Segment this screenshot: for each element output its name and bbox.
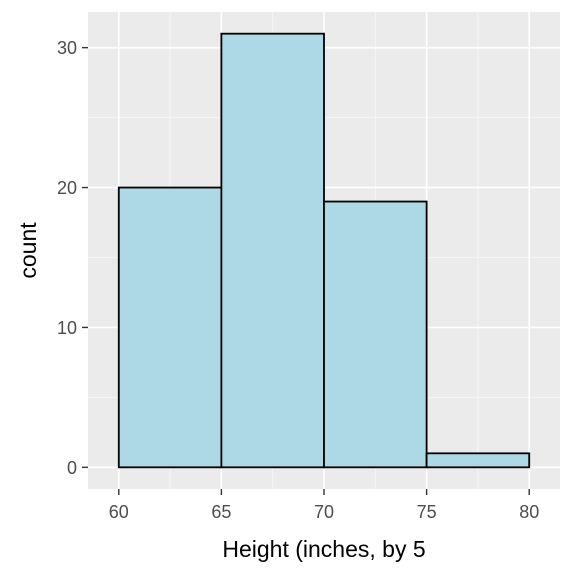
x-tick-label: 70 — [314, 502, 334, 522]
x-tick-label: 75 — [417, 502, 437, 522]
y-tick-label: 30 — [57, 38, 77, 58]
histogram-bar — [425, 452, 531, 469]
y-axis-title: count — [15, 222, 41, 279]
histogram-bar — [117, 186, 223, 469]
x-tick-label: 65 — [211, 502, 231, 522]
y-tick-label: 0 — [67, 458, 77, 478]
tick-labels: 60 65 70 75 80 0 10 20 30 — [57, 38, 539, 522]
x-axis-title: Height (inches, by 5 — [222, 536, 425, 562]
x-tick-label: 60 — [109, 502, 129, 522]
histogram-bar — [323, 200, 428, 469]
axis-ticks — [82, 46, 530, 495]
x-tick-label: 80 — [519, 502, 539, 522]
histogram-bars — [117, 32, 531, 469]
y-tick-label: 20 — [57, 178, 77, 198]
histogram-bar — [220, 32, 325, 469]
y-tick-label: 10 — [57, 318, 77, 338]
